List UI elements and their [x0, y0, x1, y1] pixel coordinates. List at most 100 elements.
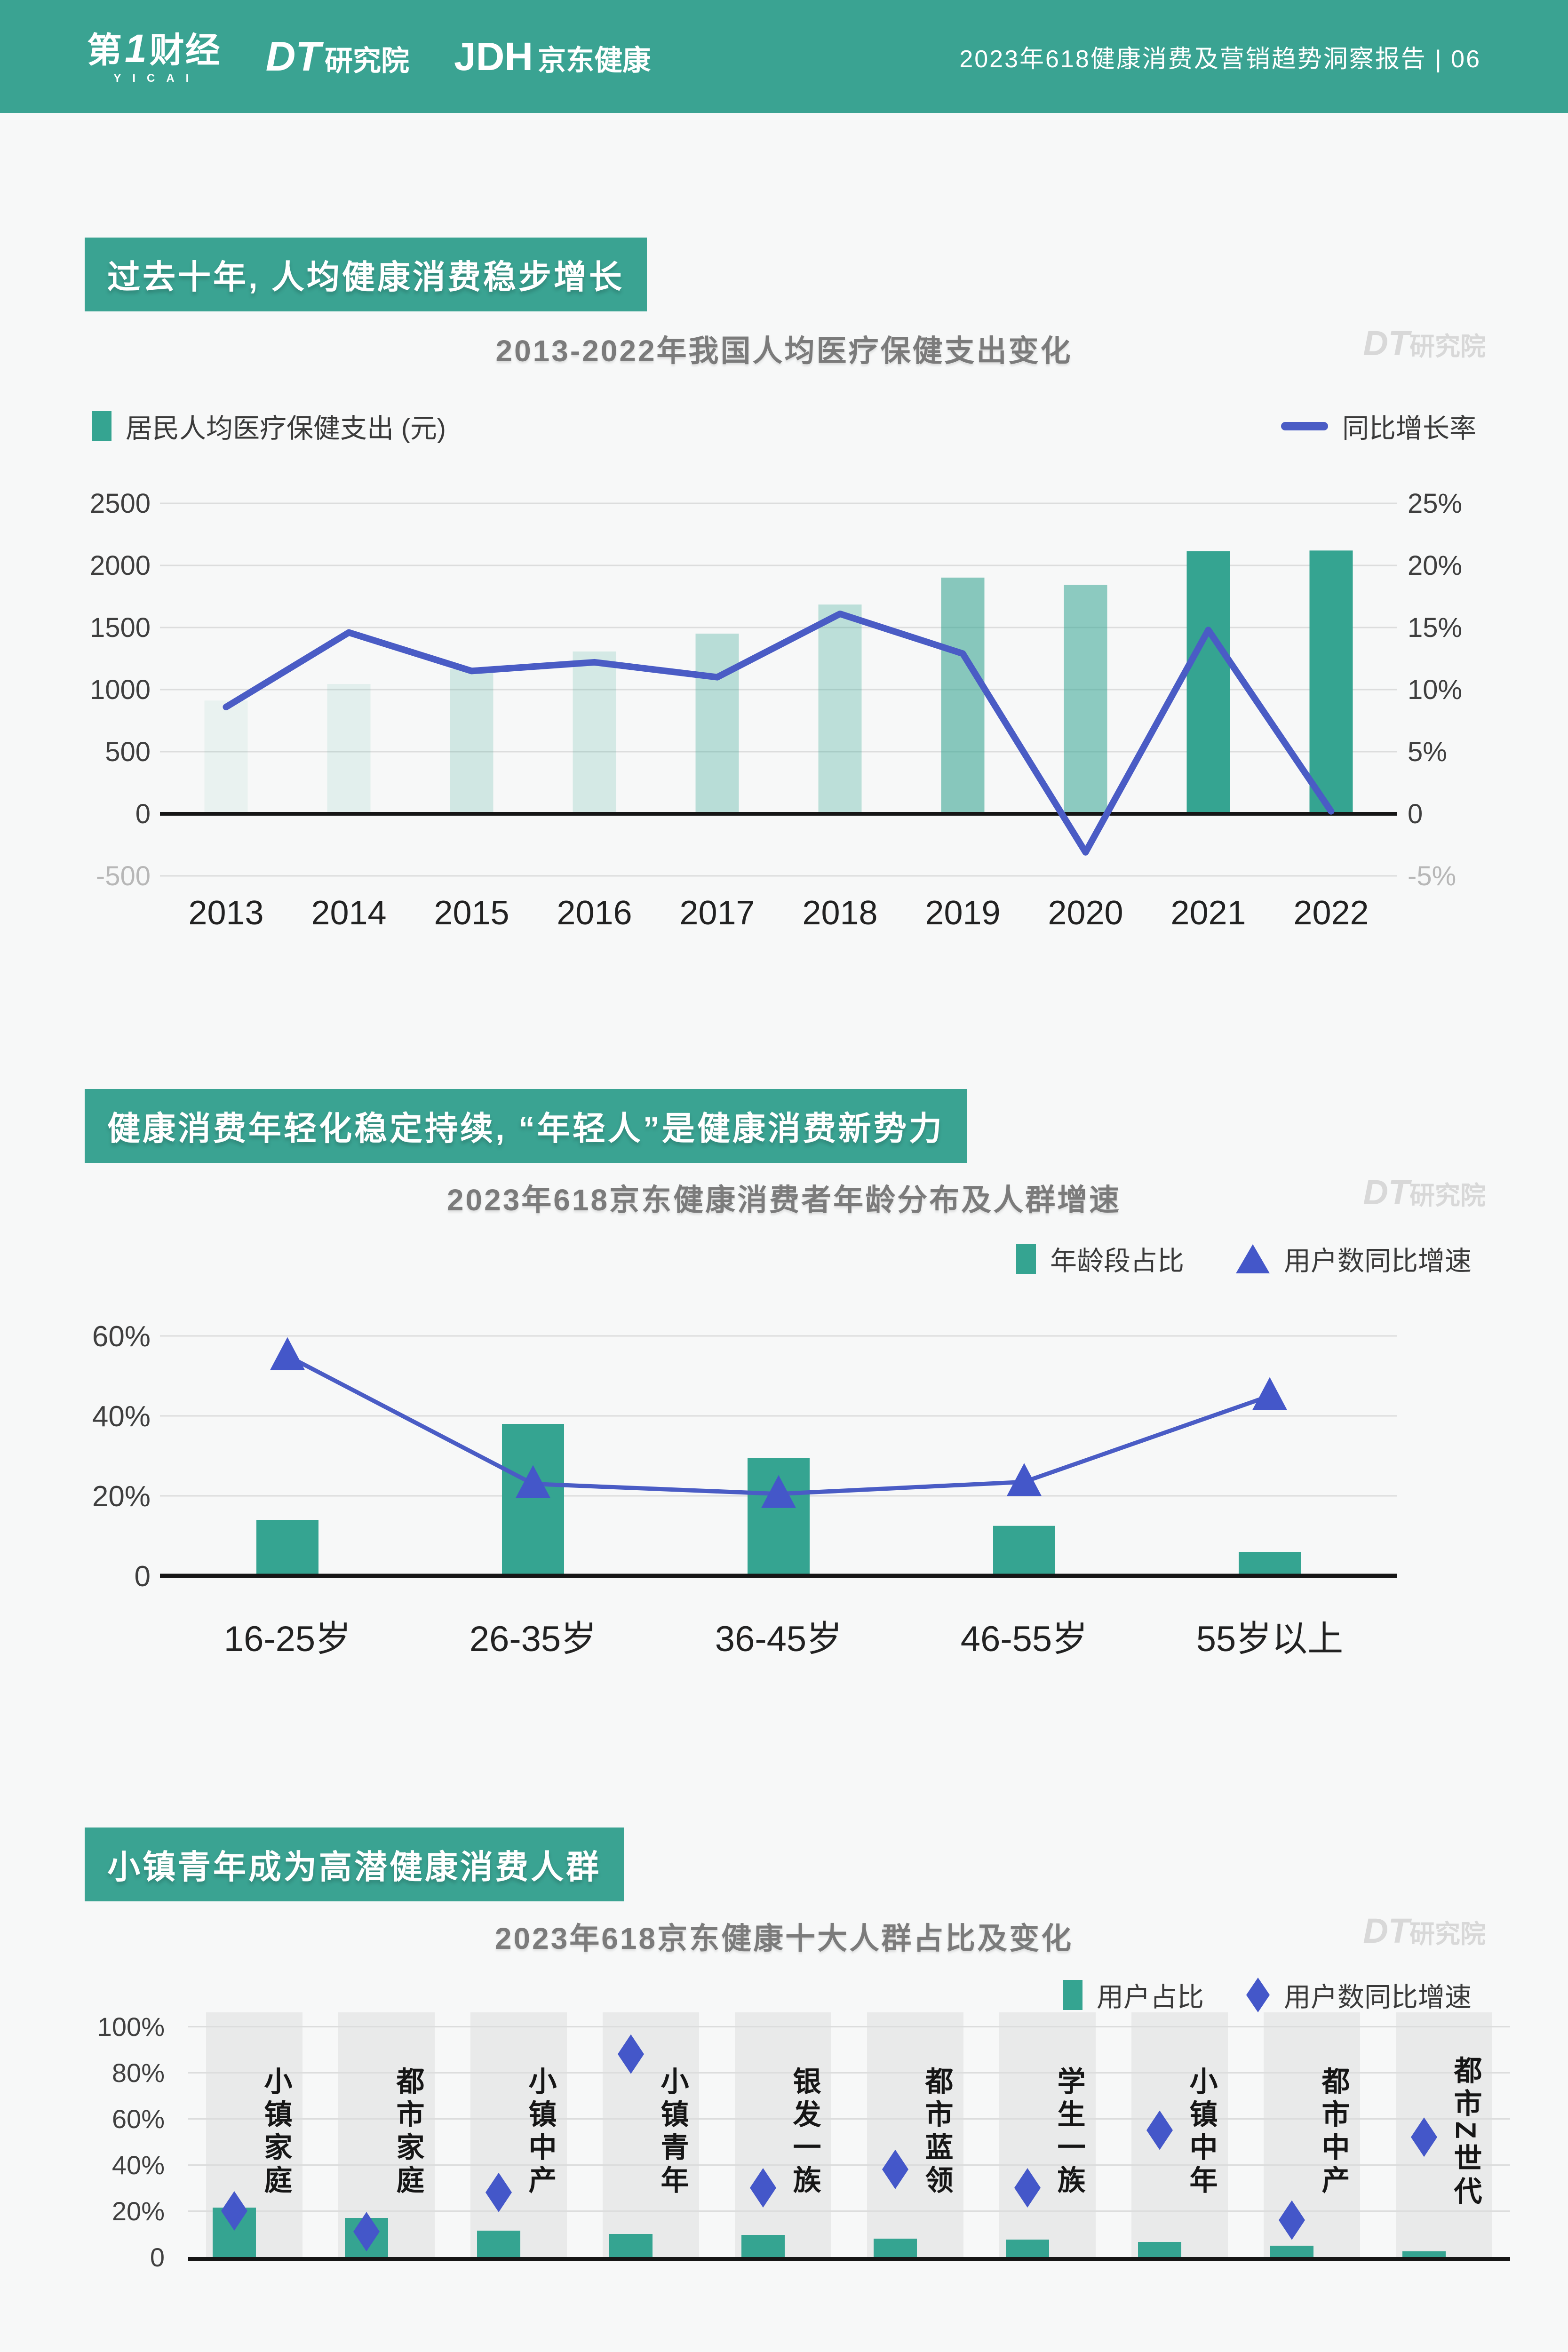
svg-text:-5%: -5%: [1408, 861, 1456, 891]
svg-text:36-45岁: 36-45岁: [715, 1619, 842, 1659]
chart3-title: 2023年618京东健康十大人群占比及变化: [494, 1922, 1074, 1955]
teal-bar-swatch-icon: [92, 411, 111, 441]
y-tick-label: 0: [150, 2242, 165, 2272]
category-label-vertical: 小镇家庭: [260, 2066, 292, 2198]
chart2-title: 2023年618京东健康消费者年龄分布及人群增速: [446, 1183, 1122, 1217]
svg-text:10%: 10%: [1408, 675, 1462, 705]
dt-institute-logo: DT 研究院: [265, 33, 410, 79]
gridline: [188, 2164, 1510, 2166]
dt-watermark: DT研究院: [1363, 1911, 1486, 1950]
legend-label: 年龄段占比: [1050, 1246, 1184, 1276]
category-label-vertical: 小镇中产: [525, 2066, 556, 2198]
y-tick-label: 20%: [111, 2196, 165, 2226]
category-label-vertical: 都市中产: [1318, 2066, 1349, 2198]
svg-text:0: 0: [135, 1560, 151, 1593]
legend-item-expenditure: 居民人均医疗保健支出 (元): [92, 407, 446, 445]
blue-diamond-swatch-icon: [1246, 1978, 1270, 2012]
legend-item-growth-rate: 同比增长率: [1281, 407, 1476, 445]
svg-text:16-25岁: 16-25岁: [224, 1619, 351, 1659]
svg-text:20%: 20%: [92, 1480, 151, 1513]
yicai-logo-subtext: YICAI: [113, 72, 200, 85]
category-stripe: [999, 2012, 1096, 2257]
teal-bar-swatch-icon: [1063, 1980, 1082, 2010]
legend-label: 用户数同比增速: [1284, 1982, 1472, 2012]
section1-banner: 过去十年, 人均健康消费稳步增长: [85, 238, 647, 311]
gridline: [188, 2210, 1510, 2212]
yicai-one-glyph: 1: [125, 26, 148, 71]
x-axis-line: [188, 2257, 1510, 2261]
gridline: [188, 2072, 1510, 2074]
svg-text:2016: 2016: [557, 894, 632, 932]
category-label-vertical: 都市Z世代: [1450, 2055, 1481, 2209]
section3-banner: 小镇青年成为高潜健康消费人群: [85, 1828, 624, 1901]
expenditure-combo-chart: 2500 25% 2000 20% 1500 15% 1000 10% 500 5% 0 0 -500 -…: [71, 452, 1501, 960]
dt-watermark: DT研究院: [1363, 1173, 1486, 1212]
category-stripe: [338, 2012, 435, 2257]
svg-text:40%: 40%: [92, 1400, 151, 1433]
svg-text:60%: 60%: [92, 1320, 151, 1353]
svg-text:2022: 2022: [1293, 894, 1369, 932]
y-tick-label: 60%: [111, 2104, 165, 2134]
svg-text:0: 0: [1408, 799, 1423, 829]
legend-item-age-share: 年龄段占比: [1016, 1240, 1184, 1278]
svg-text:15%: 15%: [1408, 612, 1462, 643]
share-bar: [1270, 2245, 1313, 2257]
svg-text:2015: 2015: [434, 894, 509, 932]
share-bar: [1138, 2242, 1181, 2257]
category-label-vertical: 小镇中年: [1186, 2066, 1217, 2198]
svg-text:2021: 2021: [1170, 894, 1246, 932]
svg-text:5%: 5%: [1408, 737, 1447, 767]
category-label-vertical: 银发一族: [789, 2066, 820, 2198]
category-stripe: [1264, 2012, 1360, 2257]
chart3-legend: 用户占比 用户数同比增速: [1063, 1976, 1472, 2014]
age-distribution-chart: 60% 40% 20% 0 16-25岁 26-35岁 36-45岁 46-55岁 55岁以上: [71, 1294, 1501, 1684]
legend-item-user-growth: 用户数同比增速: [1236, 1240, 1472, 1278]
svg-text:2000: 2000: [90, 550, 151, 581]
svg-text:0: 0: [135, 799, 151, 829]
report-title: 2023年618健康消费及营销趋势洞察报告 | 06: [959, 45, 1481, 73]
category-stripe: [1131, 2012, 1228, 2257]
jd-health-logo: JDH 京东健康: [454, 34, 651, 79]
yicai-logo-text: 第1财经: [87, 26, 221, 71]
gridline: [188, 2118, 1510, 2120]
legend-label: 用户占比: [1097, 1982, 1204, 2012]
share-bar: [1402, 2251, 1446, 2257]
share-bar: [1006, 2240, 1049, 2257]
share-bar: [609, 2234, 653, 2257]
svg-text:25%: 25%: [1408, 488, 1462, 519]
category-label-vertical: 都市蓝领: [921, 2066, 953, 2198]
svg-text:26-35岁: 26-35岁: [470, 1619, 597, 1659]
category-stripe: [1396, 2012, 1492, 2257]
chart2-head: 2023年618京东健康消费者年龄分布及人群增速 DT研究院: [0, 1173, 1568, 1219]
chart1-head: 2013-2022年我国人均医疗保健支出变化 DT研究院: [0, 324, 1568, 370]
legend-label: 居民人均医疗保健支出 (元): [126, 413, 446, 444]
svg-text:2019: 2019: [925, 894, 1000, 932]
svg-text:46-55岁: 46-55岁: [961, 1619, 1088, 1659]
section2-banner: 健康消费年轻化稳定持续, “年轻人”是健康消费新势力: [85, 1089, 967, 1163]
legend-item-user-growth: 用户数同比增速: [1246, 1976, 1472, 2014]
svg-text:20%: 20%: [1408, 550, 1462, 581]
chart1-title: 2013-2022年我国人均医疗保健支出变化: [495, 334, 1073, 368]
svg-text:1500: 1500: [90, 612, 151, 643]
share-bar: [477, 2230, 520, 2257]
category-stripe: [735, 2012, 831, 2257]
blue-line-swatch-icon: [1281, 422, 1328, 430]
dt-watermark: DT研究院: [1363, 324, 1486, 363]
gridline: [188, 2026, 1510, 2027]
svg-text:500: 500: [105, 737, 151, 767]
top10-groups-chart: 100% 80% 60% 40% 20% 0 小镇家庭 都市家庭 小镇中产 小镇青年 银发一族 都市蓝…: [71, 2008, 1529, 2318]
category-label-vertical: 小镇青年: [657, 2066, 688, 2198]
y-tick-label: 100%: [97, 2012, 165, 2042]
svg-text:2500: 2500: [90, 488, 151, 519]
y-tick-label: 40%: [111, 2150, 165, 2180]
legend-label: 用户数同比增速: [1284, 1246, 1472, 1276]
svg-text:55岁以上: 55岁以上: [1196, 1619, 1344, 1659]
yicai-logo: 第1财经 YICAI: [87, 29, 221, 84]
category-label-vertical: 学生一族: [1053, 2066, 1085, 2198]
header-bar: 第1财经 YICAI DT 研究院 JDH 京东健康 2023年618健康消费及营销…: [0, 0, 1568, 113]
svg-text:1000: 1000: [90, 675, 151, 705]
logo-group: 第1财经 YICAI DT 研究院 JDH 京东健康: [87, 29, 651, 84]
chart3-head: 2023年618京东健康十大人群占比及变化 DT研究院: [0, 1911, 1568, 1958]
share-bar: [741, 2235, 785, 2257]
